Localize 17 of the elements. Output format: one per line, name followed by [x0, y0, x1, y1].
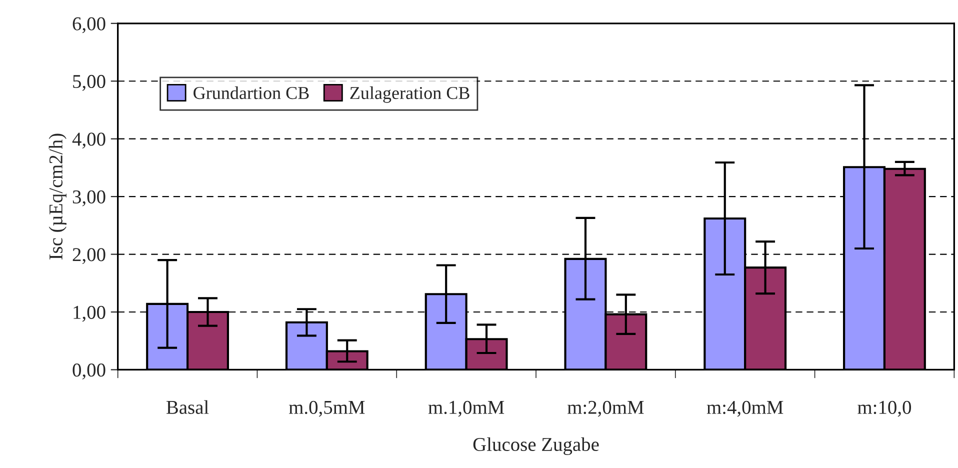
- y-tick-label: 5,00: [73, 74, 106, 91]
- x-tick-label: m:10,0: [858, 400, 912, 417]
- y-axis-title: Isc (µEq/cm2/h): [48, 134, 66, 260]
- y-tick-label: 4,00: [72, 132, 106, 149]
- x-axis-title: Glucose Zugabe: [473, 437, 599, 456]
- y-tick-label: 0,00: [72, 364, 106, 380]
- y-tick-label: 6,00: [72, 17, 106, 34]
- x-tick-label: m:2,0mM: [567, 400, 644, 417]
- x-tick-label: m.1,0mM: [428, 400, 504, 417]
- y-tick-label: 2,00: [72, 248, 106, 264]
- x-tick-label: m:4,0mM: [706, 400, 784, 417]
- y-tick-label: 1,00: [74, 306, 106, 322]
- x-tick-label: m.0,5mM: [288, 400, 365, 417]
- legend-label: Grundartion CB: [194, 86, 309, 100]
- x-tick-label: Basal: [166, 400, 209, 414]
- legend-label: Zulageration CB: [350, 86, 470, 103]
- y-tick-label: 3,00: [72, 190, 106, 206]
